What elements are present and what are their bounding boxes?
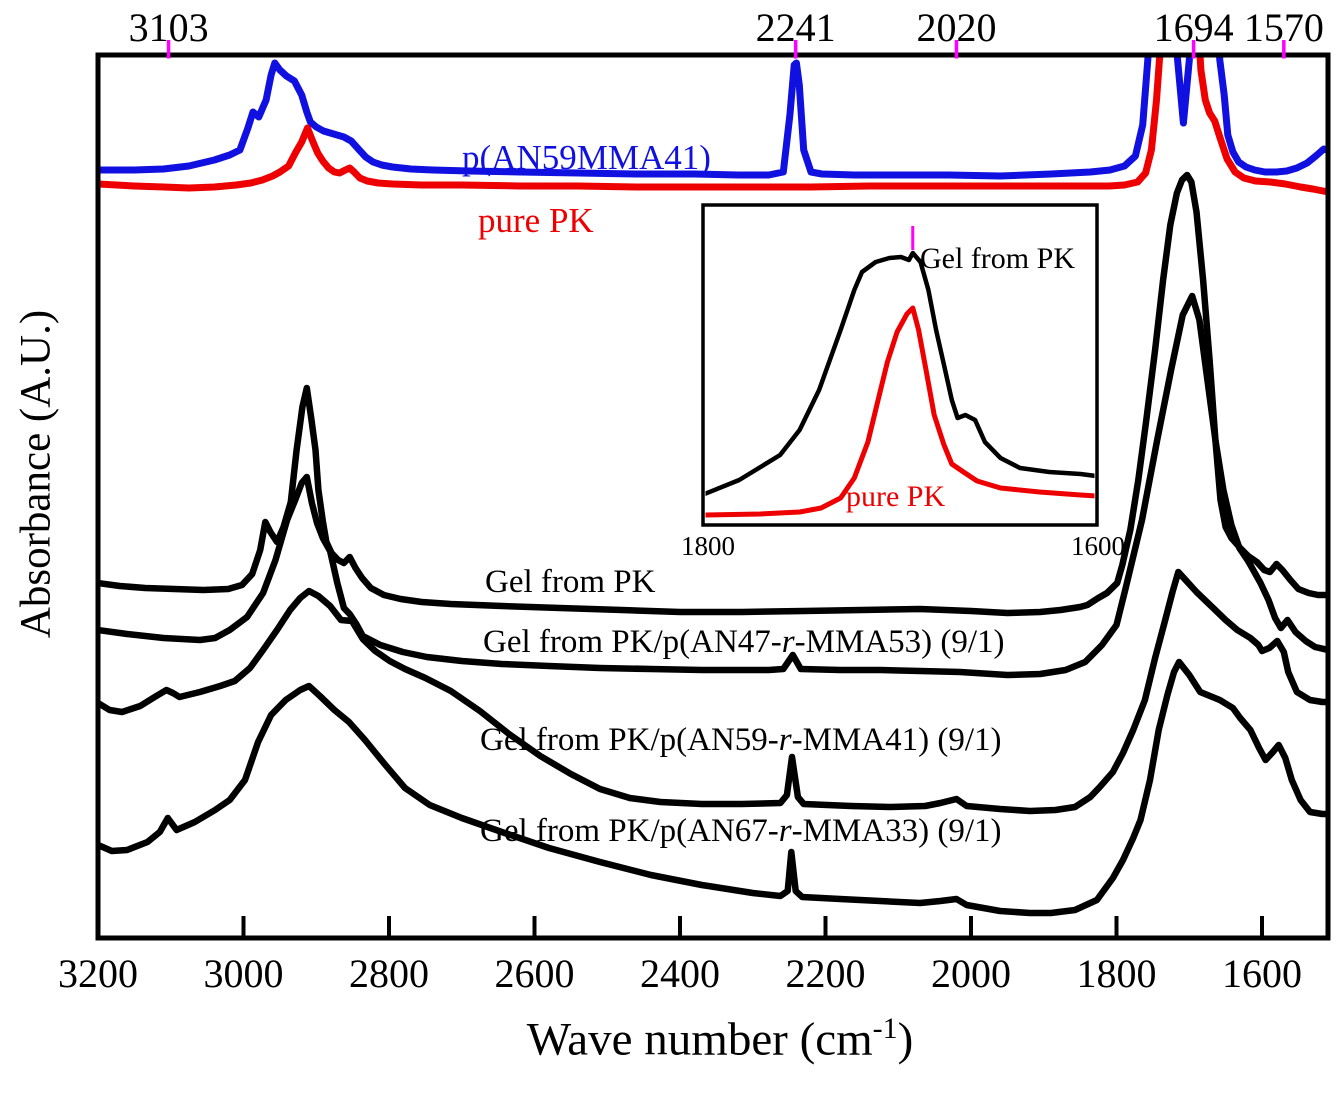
x-axis-title-superscript: -1	[872, 1012, 898, 1045]
x-tick-label-1600: 1600	[1222, 951, 1302, 996]
inset-label-1: pure PK	[846, 480, 946, 513]
x-tick-label-3200: 3200	[58, 951, 138, 996]
inset-tick-label-1600: 1600	[1071, 531, 1125, 561]
gel-curve-label-part: -MMA33) (9/1)	[791, 813, 1002, 849]
gel-curve-label-part: r	[778, 722, 792, 758]
peak-label-2020: 2020	[916, 5, 997, 50]
x-tick-label-2000: 2000	[931, 951, 1011, 996]
peak-label-2241: 2241	[755, 5, 836, 50]
gel-curve-label-part: Gel from PK/p(AN67-	[480, 813, 779, 849]
gel-curve-label-1: Gel from PK/p(AN47-r-MMA53) (9/1)	[483, 624, 1005, 661]
series-label-0: p(AN59MMA41)	[462, 138, 711, 177]
x-tick-label-2600: 2600	[494, 951, 575, 996]
inset-curve-0	[705, 250, 1095, 497]
gel-curve-label-part: r	[778, 813, 792, 849]
gel-curve-label-3: Gel from PK/p(AN67-r-MMA33) (9/1)	[480, 813, 1002, 850]
inset-curve-1	[705, 305, 1095, 518]
x-axis-title-close-paren: )	[897, 1013, 914, 1066]
y-axis-title: Absorbance (A.U.)	[12, 309, 60, 639]
gel-curve-label-part: -MMA53) (9/1)	[794, 624, 1005, 660]
series-label-1: pure PK	[478, 201, 594, 240]
gel-curve-label-part: Gel from PK	[485, 564, 656, 600]
x-tick-label-1800: 1800	[1076, 951, 1157, 996]
spectrum-curve-2	[100, 171, 1326, 617]
x-tick-label-2400: 2400	[640, 951, 720, 996]
gel-curve-label-part: Gel from PK/p(AN47-	[483, 624, 782, 660]
x-tick-label-2200: 2200	[785, 951, 866, 996]
gel-curve-label-part: Gel from PK/p(AN59-	[480, 722, 779, 758]
plot-frame	[95, 52, 1331, 941]
inset-tick-label-1800: 1800	[681, 531, 735, 561]
gel-curve-label-2: Gel from PK/p(AN59-r-MMA41) (9/1)	[480, 722, 1002, 759]
spectrum-curve-0	[100, 57, 1326, 180]
gel-curve-label-0: Gel from PK	[485, 564, 655, 601]
x-axis-title: Wave number (cm-1)	[527, 1012, 914, 1067]
inset-label-0: Gel from PK	[920, 242, 1075, 275]
spectrum-curve-5	[100, 658, 1326, 917]
peak-label-1694: 1694	[1153, 5, 1234, 50]
gel-curve-label-part: -MMA41) (9/1)	[791, 722, 1002, 758]
x-axis-title-text: Wave number (cm	[526, 1013, 873, 1066]
x-tick-label-2800: 2800	[349, 951, 429, 996]
x-tick-label-3000: 3000	[203, 951, 284, 996]
peak-label-3103: 3103	[128, 5, 209, 50]
spectrum-curve-4	[100, 568, 1326, 815]
peak-label-1570: 1570	[1243, 5, 1324, 50]
gel-curve-label-part: r	[781, 624, 795, 660]
spectrum-curve-1	[100, 57, 1326, 196]
spectrum-curve-3	[100, 292, 1326, 679]
